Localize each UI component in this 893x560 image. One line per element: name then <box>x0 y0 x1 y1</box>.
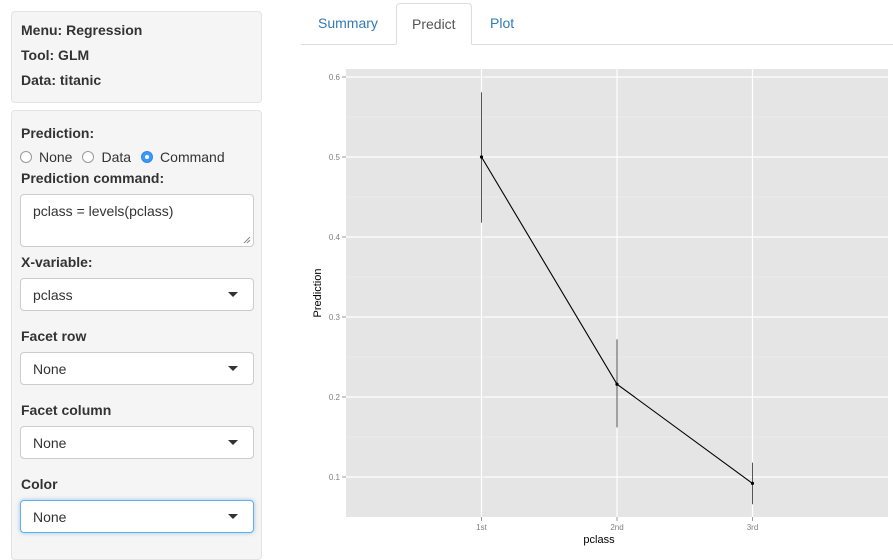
tab-predict[interactable]: Predict <box>396 3 472 45</box>
facet-column-value: None <box>33 435 67 451</box>
prediction-radio-group: None Data Command <box>20 149 235 165</box>
facet-column-select[interactable]: None <box>20 426 254 459</box>
tool-label: Tool: GLM <box>21 47 90 63</box>
y-tick-label: 0.4 <box>329 233 341 242</box>
x-variable-value: pclass <box>33 287 73 303</box>
facet-row-select[interactable]: None <box>20 352 254 385</box>
x-tick-label: 2nd <box>610 523 623 532</box>
prediction-command-label: Prediction command: <box>21 170 165 186</box>
prediction-label: Prediction: <box>21 125 95 141</box>
chevron-down-icon <box>228 440 238 445</box>
prediction-command-label[interactable]: Command <box>160 149 225 165</box>
facet-column-label: Facet column <box>21 402 112 418</box>
chevron-down-icon <box>228 514 238 519</box>
prediction-none-radio[interactable] <box>20 151 32 163</box>
y-axis-title: Prediction <box>312 269 324 318</box>
info-panel: Menu: Regression Tool: GLM Data: titanic <box>11 11 262 103</box>
y-tick-label: 0.6 <box>329 73 341 82</box>
x-variable-label: X-variable: <box>21 254 93 270</box>
y-tick-label: 0.1 <box>329 473 341 482</box>
resize-grip-icon[interactable] <box>243 236 251 244</box>
prediction-command-value: pclass = levels(pclass) <box>33 203 174 219</box>
prediction-none-label[interactable]: None <box>39 149 73 165</box>
options-panel: Prediction: None Data Command Prediction… <box>11 110 262 560</box>
prediction-data-radio[interactable] <box>82 151 95 163</box>
plot-gridlines <box>346 69 888 517</box>
y-axis-ticks: 0.1 0.2 0.3 0.4 0.5 0.6 <box>329 73 346 482</box>
data-label: Data: titanic <box>21 72 102 88</box>
x-axis-ticks: 1st 2nd 3rd <box>476 517 758 532</box>
tab-summary[interactable]: Summary <box>318 15 378 31</box>
prediction-command-input[interactable]: pclass = levels(pclass) <box>20 194 254 247</box>
prediction-data-label[interactable]: Data <box>101 149 132 165</box>
facet-row-value: None <box>33 361 67 377</box>
y-tick-label: 0.2 <box>329 393 341 402</box>
prediction-point <box>615 382 619 386</box>
prediction-plot: 0.1 0.2 0.3 0.4 0.5 0.6 1st 2nd 3rd pclass Pred… <box>312 69 888 546</box>
chevron-down-icon <box>228 366 238 371</box>
prediction-point <box>750 481 755 485</box>
tab-bar: Summary Predict Plot <box>301 0 893 45</box>
color-select[interactable]: None <box>20 500 254 533</box>
x-tick-label: 3rd <box>747 523 759 532</box>
y-tick-label: 0.3 <box>329 313 341 322</box>
menu-label: Menu: Regression <box>21 22 143 38</box>
x-axis-title: pclass <box>583 534 615 546</box>
prediction-point <box>479 155 484 159</box>
color-label: Color <box>21 476 58 492</box>
plot-marks <box>479 92 755 505</box>
color-value: None <box>33 509 67 525</box>
tab-plot[interactable]: Plot <box>490 15 515 31</box>
x-variable-select[interactable]: pclass <box>20 278 254 311</box>
chevron-down-icon <box>228 292 238 297</box>
x-tick-label: 1st <box>476 523 487 532</box>
prediction-command-radio[interactable] <box>141 151 154 163</box>
facet-row-label: Facet row <box>21 328 87 344</box>
y-tick-label: 0.5 <box>329 153 341 162</box>
